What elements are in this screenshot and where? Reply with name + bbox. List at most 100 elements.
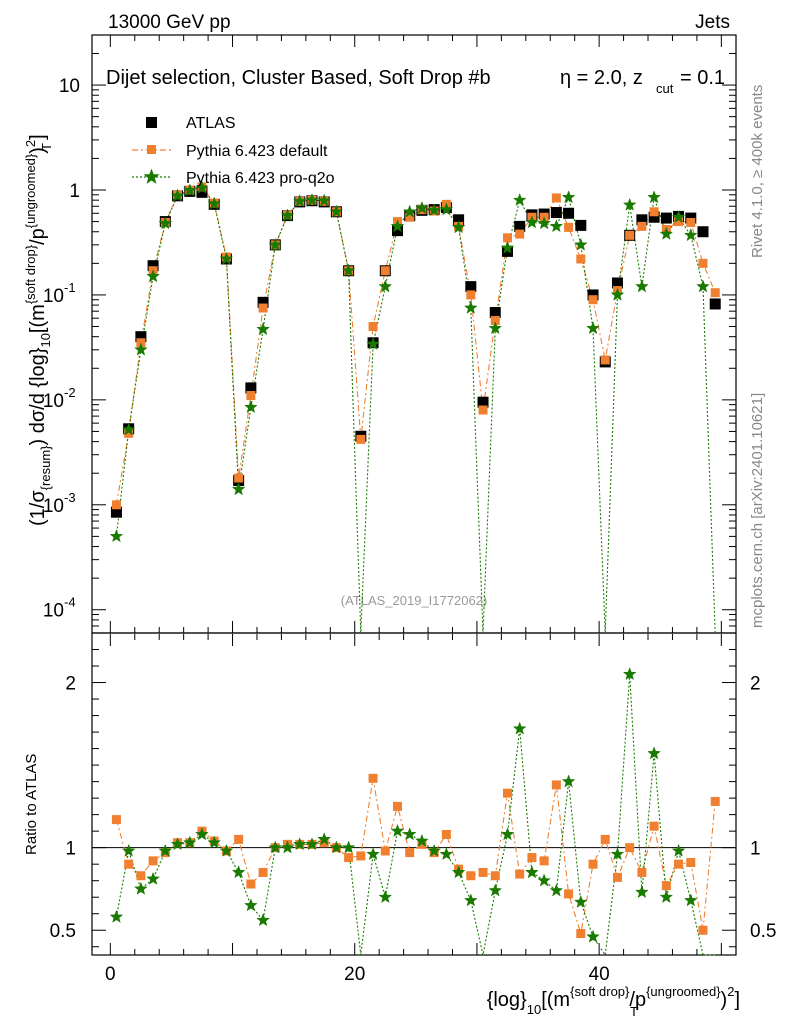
proq2o-point	[366, 336, 380, 350]
ratio-y-tick-label-right: 2	[750, 674, 761, 695]
ratio-default-point	[490, 871, 500, 881]
proq2o-point	[525, 215, 539, 229]
ratio-default-point	[686, 858, 696, 868]
ratio-default-point	[576, 929, 586, 939]
proq2o-point	[109, 529, 124, 543]
default-point	[246, 391, 256, 401]
ratio-proq2o-point	[463, 893, 478, 907]
default-point	[637, 221, 647, 231]
proq2o-point	[610, 287, 625, 301]
legend-atlas-label: ATLAS	[186, 115, 236, 132]
proq2o-point	[488, 321, 503, 335]
atlas-point	[697, 226, 709, 238]
series-lines	[115, 186, 716, 957]
header-energy-label: 13000 GeV pp	[108, 12, 231, 33]
ratio-proq2o-point	[195, 827, 209, 841]
ratio-proq2o-point	[170, 837, 185, 851]
legend-proq2o-marker	[143, 168, 160, 184]
atlas-point	[550, 207, 562, 219]
ratio-proq2o-point	[586, 929, 600, 943]
proq2o-point	[696, 279, 710, 293]
default-point	[600, 355, 610, 365]
ratio-default-point	[612, 872, 622, 882]
atlas-point	[501, 245, 513, 257]
ratio-y-tick-label-right: 0.5	[750, 921, 776, 942]
proq2o-point	[207, 196, 222, 210]
proq2o-point	[561, 190, 576, 204]
ratio-proq2o-point	[683, 893, 698, 907]
proq2o-point	[146, 269, 160, 283]
ratio-proq2o-point	[219, 843, 234, 857]
proq2o-point	[622, 197, 637, 211]
y-tick-label: 1	[69, 181, 80, 202]
ratio-proq2o-point	[390, 823, 405, 837]
header-jets-label: Jets	[695, 12, 730, 33]
ratio-proq2o-point	[537, 873, 551, 887]
ratio-default-point	[674, 859, 684, 869]
ratio-proq2o-point	[256, 913, 270, 927]
atlas-point	[196, 186, 208, 198]
x-tick-label: 20	[344, 964, 365, 985]
default-point	[625, 230, 635, 240]
ratio-proq2o-point	[378, 889, 393, 904]
ratio-y-tick-label-right: 1	[750, 839, 761, 860]
ratio-default-point	[515, 869, 525, 879]
default-point	[551, 193, 561, 203]
default-point	[466, 290, 476, 300]
x-axis-label-sub-t: T	[630, 1004, 638, 1019]
default-point	[356, 434, 366, 444]
ratio-default-point	[551, 780, 561, 790]
default-point	[698, 258, 708, 268]
ratio-proq2o-point	[500, 827, 515, 841]
ratio-default-point	[344, 853, 354, 863]
ratio-proq2o-point	[207, 835, 222, 849]
ratio-default-point	[393, 801, 403, 811]
atlas-point	[147, 260, 159, 272]
atlas-point	[477, 396, 489, 408]
plot-title-main: Dijet selection, Cluster Based, Soft Dro…	[106, 67, 491, 89]
atlas-point	[563, 207, 575, 219]
proq2o-point	[219, 251, 234, 265]
proq2o-point	[586, 321, 600, 335]
ratio-proq2o-point	[134, 881, 148, 895]
ratio-proq2o-point	[329, 840, 344, 854]
ratio-line-default	[115, 778, 716, 934]
ratio-proq2o-point	[573, 894, 588, 908]
default-point	[588, 295, 598, 305]
legend: ATLAS Pythia 6.423 default Pythia 6.423 …	[132, 115, 335, 187]
y-tick-label: 10	[43, 601, 64, 622]
default-point	[405, 212, 415, 222]
series-points	[109, 180, 721, 943]
ratio-default-point	[637, 867, 647, 877]
y-tick-label-exponent: -1	[64, 280, 76, 295]
proq2o-point	[683, 228, 698, 242]
atlas-point	[660, 212, 672, 224]
atlas-point	[245, 382, 257, 394]
proq2o-point	[268, 237, 283, 251]
default-point	[368, 322, 378, 332]
proq2o-point	[158, 216, 173, 230]
y-tick-label-exponent: -2	[64, 385, 76, 400]
ratio-default-point	[417, 839, 427, 849]
atlas-point	[257, 296, 269, 308]
ratio-default-point	[124, 859, 134, 869]
y-tick-label: 10	[43, 496, 64, 517]
ratio-line-proq2o	[115, 674, 716, 957]
legend-default-marker	[147, 145, 156, 154]
ratio-default-point	[539, 856, 549, 866]
proq2o-point	[463, 300, 478, 314]
proq2o-point	[671, 209, 686, 224]
main-line-default	[115, 186, 716, 505]
main-y-axis-label-sub-t: T	[39, 143, 54, 151]
default-point	[710, 288, 720, 298]
main-y-axis-label: (1/σ{resum}) dσ/d {log}10[(m{soft drop}/…	[23, 134, 53, 526]
atlas-point	[636, 214, 648, 226]
default-point	[111, 500, 121, 510]
legend-atlas-marker	[146, 117, 157, 128]
proq2o-point	[537, 216, 551, 230]
proq2o-point	[500, 240, 515, 254]
x-tick-label: 0	[105, 964, 116, 985]
ratio-proq2o-point	[305, 837, 319, 851]
proq2o-point	[305, 192, 319, 206]
